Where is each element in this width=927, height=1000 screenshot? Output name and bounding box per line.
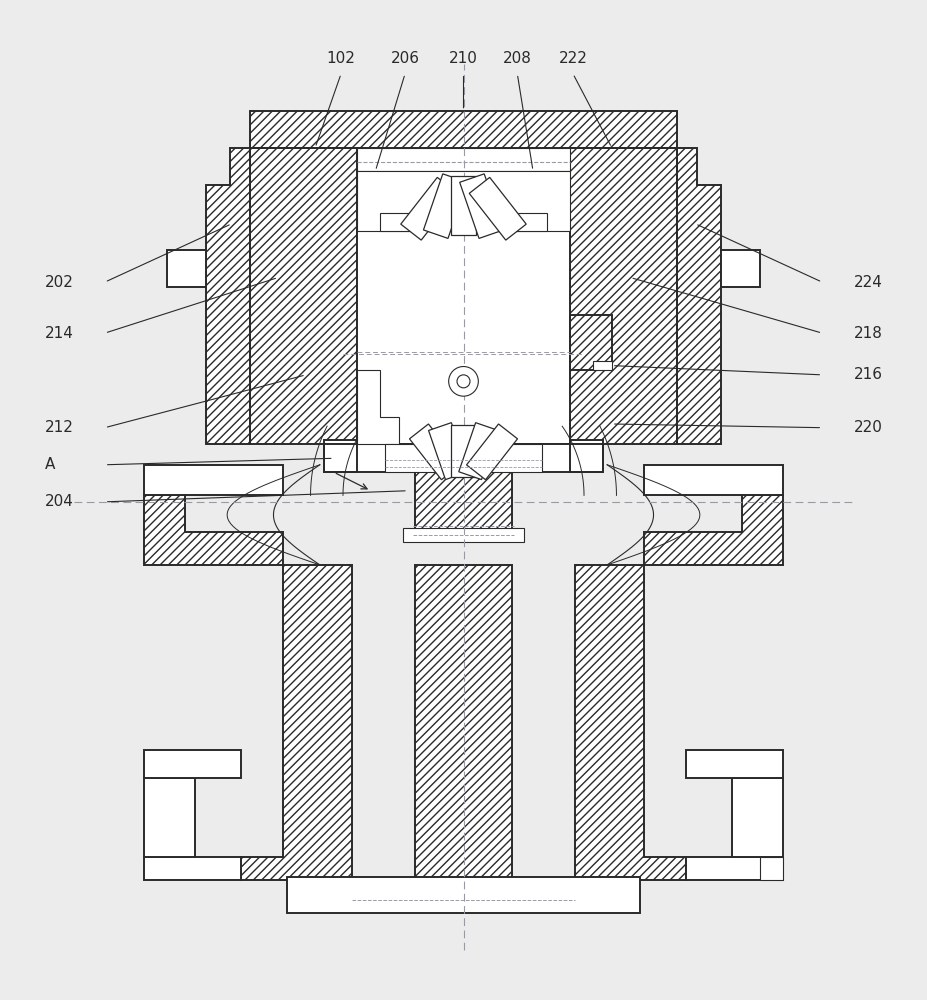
Polygon shape <box>644 465 783 495</box>
Polygon shape <box>250 148 357 444</box>
Polygon shape <box>403 528 524 542</box>
Polygon shape <box>570 444 603 472</box>
Polygon shape <box>721 250 760 287</box>
Polygon shape <box>400 177 458 240</box>
Polygon shape <box>415 565 512 880</box>
Polygon shape <box>460 174 503 238</box>
Text: 212: 212 <box>44 420 73 435</box>
Polygon shape <box>380 213 547 231</box>
Text: 220: 220 <box>854 420 883 435</box>
Polygon shape <box>287 877 640 913</box>
Text: 202: 202 <box>44 275 73 290</box>
Polygon shape <box>324 444 357 472</box>
Text: 224: 224 <box>854 275 883 290</box>
Polygon shape <box>167 250 206 287</box>
Polygon shape <box>686 857 783 880</box>
Polygon shape <box>686 750 783 778</box>
Text: 204: 204 <box>44 494 73 509</box>
Polygon shape <box>644 495 783 565</box>
Polygon shape <box>144 750 241 778</box>
Polygon shape <box>144 778 195 857</box>
Text: A: A <box>44 457 55 472</box>
Text: 210: 210 <box>449 51 478 66</box>
Polygon shape <box>144 465 283 495</box>
Text: 216: 216 <box>854 367 883 382</box>
Text: 222: 222 <box>558 51 588 66</box>
Polygon shape <box>324 440 603 472</box>
Polygon shape <box>428 423 468 480</box>
Polygon shape <box>144 857 241 880</box>
Polygon shape <box>357 231 570 444</box>
Polygon shape <box>357 171 570 231</box>
Circle shape <box>457 375 470 388</box>
Polygon shape <box>424 174 467 238</box>
Polygon shape <box>570 315 612 370</box>
Polygon shape <box>385 444 542 472</box>
Polygon shape <box>410 424 461 480</box>
Polygon shape <box>570 148 677 444</box>
Text: 102: 102 <box>326 51 356 66</box>
Polygon shape <box>250 111 677 148</box>
Polygon shape <box>575 565 686 880</box>
Polygon shape <box>466 424 517 480</box>
Polygon shape <box>241 565 352 880</box>
Text: 206: 206 <box>390 51 420 66</box>
Polygon shape <box>760 857 783 880</box>
Polygon shape <box>451 425 476 477</box>
Polygon shape <box>144 495 283 565</box>
Polygon shape <box>677 148 721 444</box>
Polygon shape <box>469 177 527 240</box>
Polygon shape <box>357 370 399 444</box>
Polygon shape <box>459 423 499 480</box>
Text: 208: 208 <box>502 51 532 66</box>
Text: 218: 218 <box>854 326 883 341</box>
Polygon shape <box>451 176 476 235</box>
Polygon shape <box>357 148 570 171</box>
Text: 214: 214 <box>44 326 73 341</box>
Polygon shape <box>593 361 612 370</box>
Polygon shape <box>732 778 783 857</box>
Circle shape <box>449 367 478 396</box>
Polygon shape <box>206 148 250 444</box>
Polygon shape <box>415 472 512 532</box>
